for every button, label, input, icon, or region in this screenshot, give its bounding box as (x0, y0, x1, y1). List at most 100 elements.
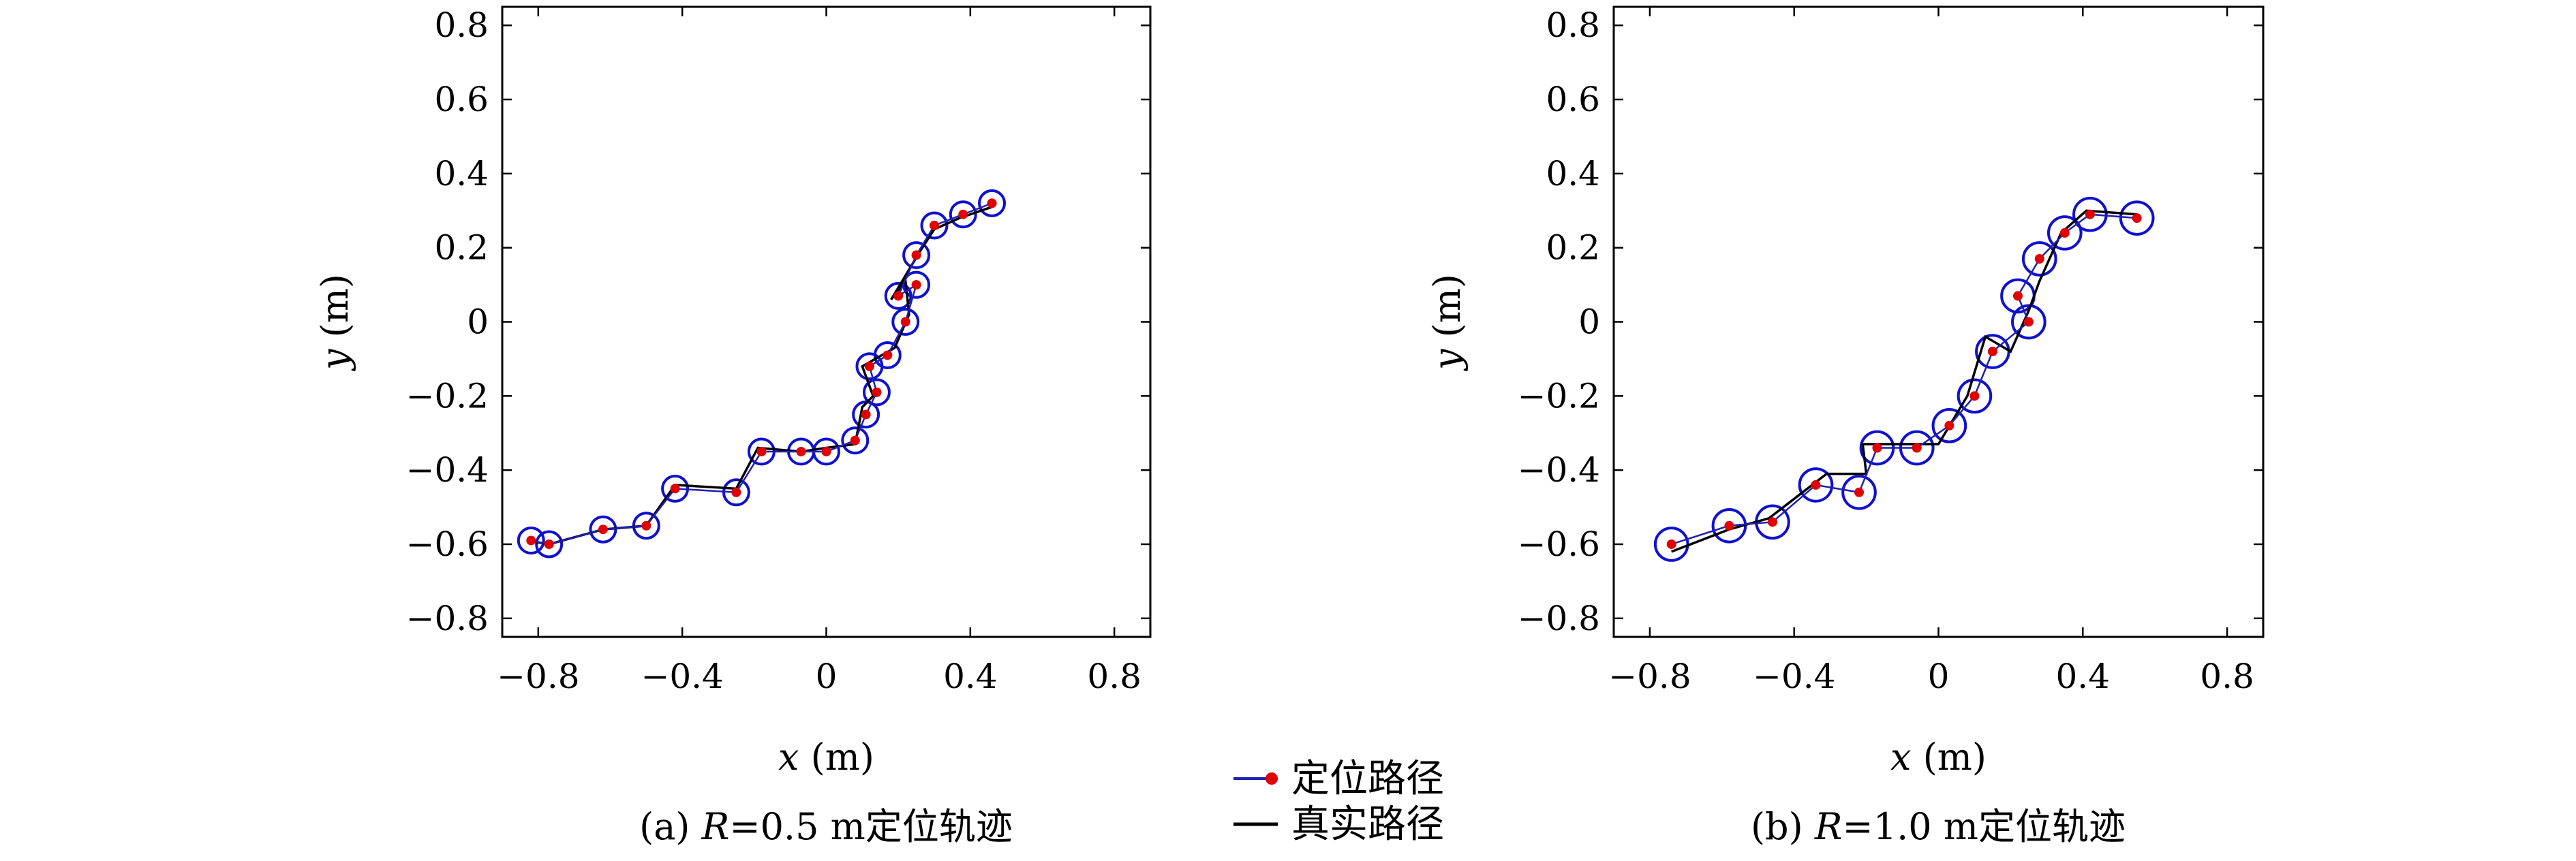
uncertainty-circle (891, 308, 920, 336)
located-path-line (531, 202, 992, 546)
panel-caption: (b) R=1.0 m定位轨迹 (1751, 805, 2126, 848)
uncertainty-circle (2046, 215, 2083, 251)
located-point (1854, 487, 1865, 497)
located-point (1944, 420, 1954, 430)
y-tick-label: 0.8 (434, 5, 489, 45)
located-point (861, 409, 871, 420)
y-axis-label: y (m) (313, 274, 356, 371)
panel-caption: (a) R=0.5 m定位轨迹 (639, 805, 1013, 848)
uncertainty-circle (1957, 378, 1993, 414)
located-point (2012, 291, 2023, 301)
x-axis-label: x (m) (778, 736, 874, 779)
located-point (930, 221, 939, 231)
located-point (1872, 443, 1882, 453)
x-tick-label: −0.8 (1608, 657, 1691, 696)
located-point (526, 535, 536, 546)
uncertainty-circle (841, 426, 870, 455)
located-point (821, 446, 831, 456)
true-path-line (527, 206, 993, 546)
located-point (2023, 317, 2034, 327)
located-point (544, 539, 554, 549)
located-point (2059, 228, 2070, 238)
x-tick-label: 0.8 (2200, 657, 2254, 696)
uncertainty-circle (2011, 304, 2046, 340)
located-point (958, 209, 968, 219)
y-tick-label: −0.8 (1518, 599, 1600, 638)
x-tick-label: −0.8 (497, 657, 579, 696)
uncertainty-circle (978, 189, 1007, 217)
y-tick-label: 0.4 (434, 154, 489, 193)
located-point (864, 361, 874, 371)
axes-frame (1612, 5, 2265, 638)
y-tick-label: 0.4 (1546, 154, 1600, 193)
panel-b: −0.8 −0.4 0 0.4 0.8 0.8 0.6 0.4 0.2 0 −0.2 −0.4 −0.6… (1426, 5, 2265, 848)
y-tick-label: −0.6 (406, 525, 489, 564)
y-axis-label: y (m) (1426, 274, 1469, 371)
located-point (1969, 391, 1980, 401)
uncertainty-circle (2072, 196, 2108, 232)
x-tick-label: −0.4 (1753, 657, 1835, 696)
located-path-line (1671, 213, 2137, 546)
x-tick-label: −0.4 (641, 657, 723, 696)
located-point (756, 446, 767, 456)
y-tick-label: 0.6 (434, 80, 489, 119)
y-tick-label: −0.8 (406, 599, 489, 638)
x-tick-label: 0 (1928, 657, 1950, 696)
uncertainty-circle (2119, 200, 2155, 236)
uncertainty-circle (2021, 241, 2057, 277)
located-point (987, 198, 997, 208)
y-tick-label: −0.6 (1518, 525, 1600, 564)
uncertainty-circle (535, 530, 564, 559)
y-tick-label: 0 (1578, 302, 1600, 342)
located-point (1987, 347, 1997, 357)
located-point (893, 291, 904, 301)
y-tick-label: 0 (467, 302, 489, 342)
x-axis-label: x (m) (1890, 736, 1987, 779)
legend-located-marker (1266, 772, 1278, 785)
uncertainty-circle (862, 378, 891, 407)
uncertainty-circle (517, 527, 545, 555)
y-tick-label: −0.4 (406, 450, 489, 490)
located-point (872, 387, 882, 397)
legend-true-label: 真实路径 (1291, 802, 1444, 847)
located-point (883, 350, 893, 360)
x-tick-label: 0.8 (1087, 657, 1141, 696)
x-tick-label: 0 (816, 657, 838, 696)
y-tick-label: −0.2 (406, 376, 489, 416)
located-point (670, 484, 680, 494)
located-point (796, 446, 806, 456)
true-path-line (1671, 209, 2137, 553)
located-point (1912, 443, 1922, 453)
located-point (1724, 520, 1734, 531)
y-tick-label: −0.2 (1518, 376, 1600, 416)
y-tick-label: 0.2 (434, 228, 489, 268)
located-point (1767, 517, 1777, 527)
located-point (900, 317, 910, 327)
uncertainty-circle (949, 200, 977, 229)
y-tick-label: 0.2 (1546, 228, 1600, 268)
located-point (2034, 254, 2044, 264)
y-tick-label: 0.8 (1546, 5, 1600, 45)
located-point (2132, 213, 2142, 223)
located-point (911, 250, 921, 260)
x-tick-label: 0.4 (943, 657, 998, 696)
located-point (2085, 209, 2095, 219)
uncertainty-circle (873, 341, 902, 369)
uncertainty-circle (1841, 474, 1877, 510)
panel-a: −0.8 −0.4 0 0.4 0.8 0.8 0.6 0.4 0.2 0 −0.2 −0.4 −0.6… (313, 5, 1152, 848)
legend: 定位路径 真实路径 (1233, 757, 1444, 847)
uncertainty-circle (920, 211, 949, 240)
uncertainty-circle (1931, 408, 1967, 443)
located-point (598, 525, 608, 535)
located-point (1666, 539, 1676, 549)
located-point (911, 280, 921, 290)
located-point (1811, 480, 1821, 490)
y-tick-label: −0.4 (1518, 450, 1600, 490)
located-point (731, 487, 741, 497)
x-tick-label: 0.4 (2056, 657, 2111, 696)
y-tick-label: 0.6 (1546, 80, 1600, 119)
uncertainty-circle (902, 241, 931, 270)
located-point (850, 435, 860, 445)
located-point (641, 520, 651, 531)
